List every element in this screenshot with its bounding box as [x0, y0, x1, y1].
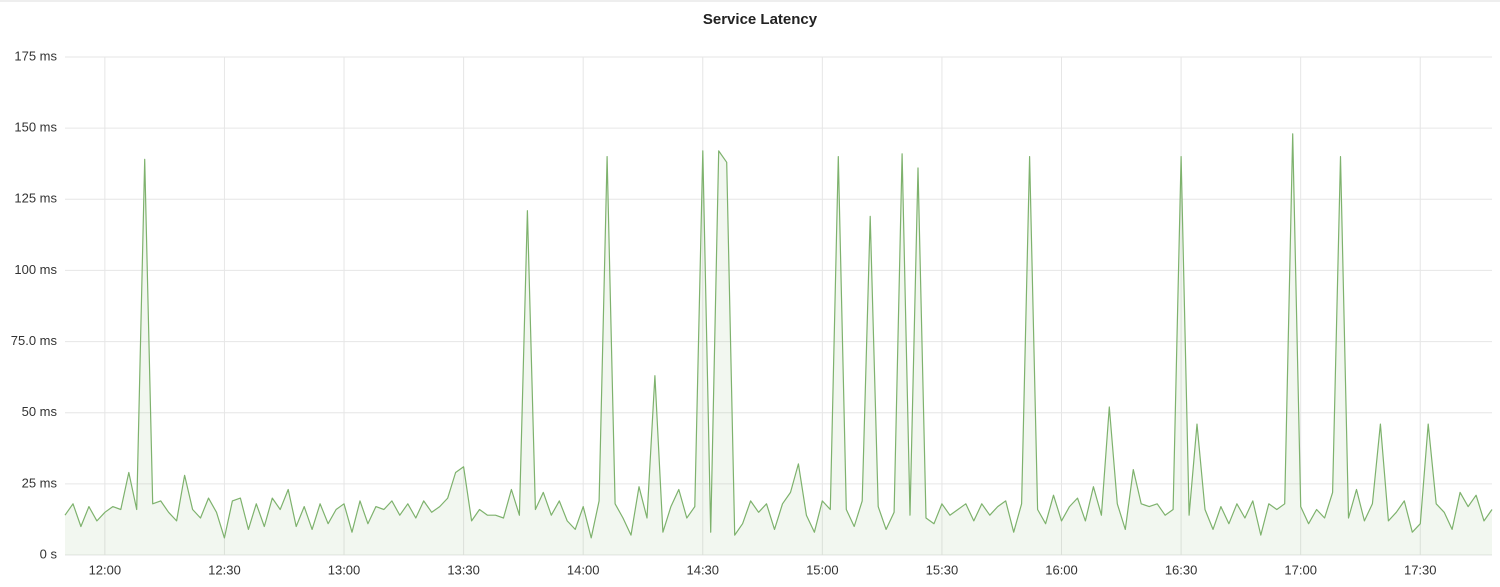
x-tick-label: 17:30: [1404, 562, 1437, 577]
y-tick-label: 150 ms: [14, 120, 57, 135]
line: [64, 133, 1493, 539]
y-tick-label: 75.0 ms: [11, 333, 58, 348]
y-tick-label: 100 ms: [14, 262, 57, 277]
x-tick-label: 16:30: [1165, 562, 1198, 577]
x-tick-label: 17:00: [1284, 562, 1317, 577]
area: [65, 133, 1492, 556]
x-tick-label: 13:00: [328, 562, 361, 577]
chart-title: Service Latency: [703, 11, 818, 28]
y-tick-label: 25 ms: [22, 475, 58, 490]
x-tick-label: 14:00: [567, 562, 600, 577]
y-tick-label: 50 ms: [22, 404, 58, 419]
x-tick-label: 16:00: [1045, 562, 1078, 577]
x-tick-label: 14:30: [686, 562, 719, 577]
x-tick-label: 13:30: [447, 562, 480, 577]
y-tick-label: 175 ms: [14, 48, 57, 63]
x-tick-label: 15:00: [806, 562, 839, 577]
y-tick-label: 0 s: [40, 546, 58, 561]
x-tick-label: 12:30: [208, 562, 241, 577]
x-tick-label: 15:30: [926, 562, 959, 577]
x-tick-label: 12:00: [89, 562, 122, 577]
y-tick-label: 125 ms: [14, 191, 57, 206]
